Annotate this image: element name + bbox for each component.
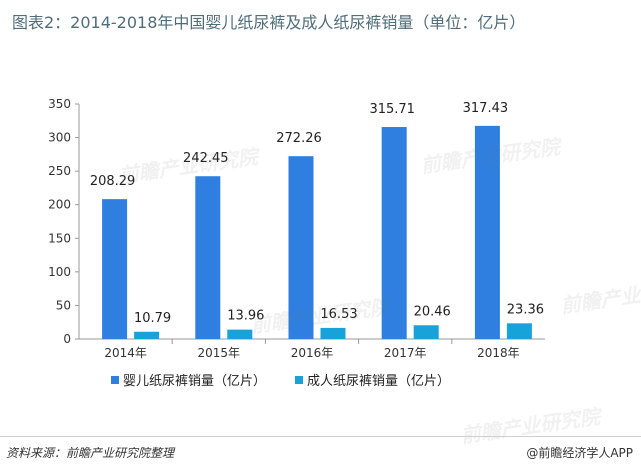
x-tick-label: 2015年: [198, 346, 241, 360]
bar-baby: [381, 127, 407, 339]
legend-label: 成人纸尿裤销量（亿片）: [307, 374, 450, 389]
bar-adult: [320, 327, 346, 339]
data-label-adult: 16.53: [320, 307, 357, 322]
source-note: 资料来源：前瞻产业研究院整理: [6, 446, 175, 460]
bar-adult: [227, 329, 253, 339]
x-tick-label: 2014年: [104, 346, 147, 360]
y-tick-label: 50: [56, 298, 71, 312]
chart-title: 图表2：2014-2018年中国婴儿纸尿裤及成人纸尿裤销量（单位：亿片）: [12, 13, 526, 32]
data-label-adult: 10.79: [134, 311, 171, 326]
data-label-adult: 23.36: [507, 302, 544, 317]
legend-swatch: [295, 376, 303, 384]
bar-chart: 0 50 100 150 200 250 300 350 2014年 208.29 10.79 201…: [48, 97, 545, 389]
data-label-baby: 317.43: [463, 101, 509, 116]
x-tick-label: 2017年: [384, 346, 427, 360]
bar-baby: [195, 176, 221, 339]
bar-baby: [102, 199, 128, 339]
bar-baby: [474, 125, 500, 339]
y-tick-label: 350: [48, 97, 71, 111]
x-tick-label: 2016年: [291, 346, 334, 360]
x-tick-label: 2018年: [477, 346, 520, 360]
data-label-baby: 208.29: [90, 174, 136, 189]
footer-divider: [0, 436, 641, 437]
y-tick-label: 200: [48, 198, 71, 212]
y-tick-label: 0: [63, 332, 71, 346]
data-label-baby: 315.71: [369, 102, 415, 117]
y-tick-label: 300: [48, 131, 71, 145]
y-tick-label: 100: [48, 265, 71, 279]
data-label-baby: 242.45: [183, 151, 229, 166]
y-tick-label: 250: [48, 164, 71, 178]
legend-label: 婴儿纸尿裤销量（亿片）: [123, 374, 266, 389]
data-label-adult: 20.46: [414, 304, 451, 319]
bar-adult: [413, 325, 439, 339]
bar-adult: [506, 323, 532, 339]
legend-swatch: [111, 376, 119, 384]
bar-adult: [134, 331, 160, 339]
bar-baby: [288, 156, 314, 339]
brand-credit: @前瞻经济学人APP: [526, 446, 633, 460]
data-label-baby: 272.26: [276, 131, 322, 146]
y-tick-label: 150: [48, 231, 71, 245]
data-label-adult: 13.96: [227, 309, 264, 324]
